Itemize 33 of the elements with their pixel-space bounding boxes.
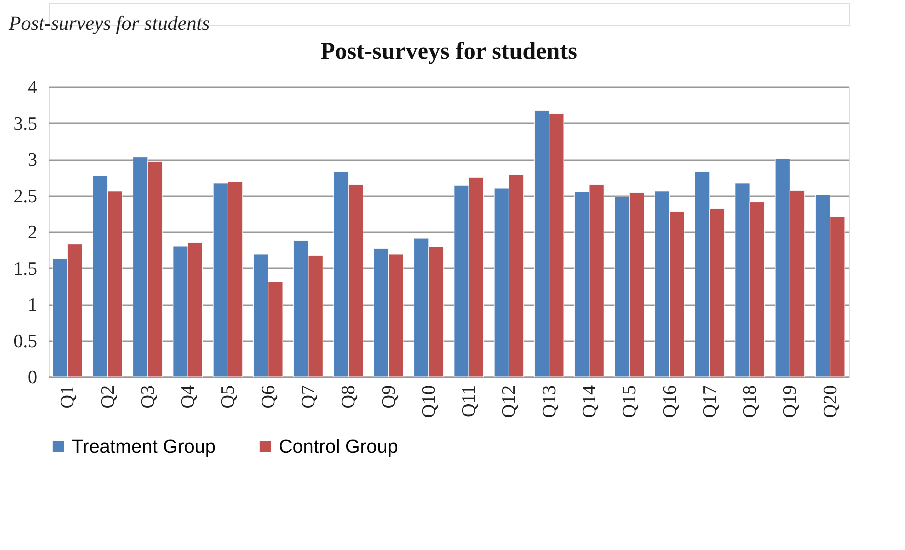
y-tick-label: 3 bbox=[28, 150, 38, 171]
x-tick-label: Q5 bbox=[218, 386, 240, 409]
x-tick-label: Q15 bbox=[620, 386, 641, 418]
x-tick-label: Q16 bbox=[660, 386, 681, 418]
x-tick-label: Q17 bbox=[700, 386, 721, 418]
x-tick-label: Q10 bbox=[418, 386, 440, 418]
x-tick-label: Q14 bbox=[579, 385, 600, 418]
x-tick-label: Q8 bbox=[338, 386, 360, 409]
x-tick-label: Q3 bbox=[138, 386, 159, 409]
x-tick-label: Q11 bbox=[459, 386, 480, 418]
x-tick-label: Q12 bbox=[499, 386, 520, 418]
y-tick-label: 0.5 bbox=[14, 331, 38, 352]
x-tick-label: Q20 bbox=[820, 386, 842, 418]
y-tick-label: 1 bbox=[28, 295, 38, 316]
chart-title: Post-surveys for students bbox=[320, 39, 578, 65]
y-tick-label: 2.5 bbox=[14, 186, 38, 208]
y-tick-label: 2 bbox=[28, 222, 38, 244]
x-tick-label: Q19 bbox=[780, 386, 802, 418]
legend-label: Control Group bbox=[279, 436, 398, 458]
x-tick-label: Q2 bbox=[98, 386, 119, 409]
text: Post-surveys for students bbox=[8, 13, 210, 35]
y-tick-label: 0 bbox=[28, 368, 38, 388]
y-tick-label: 3.5 bbox=[14, 114, 38, 135]
x-tick-label: Q1 bbox=[58, 386, 79, 409]
x-tick-label: Q6 bbox=[258, 386, 280, 409]
y-tick-label: 1.5 bbox=[14, 258, 38, 280]
x-tick-label: Q9 bbox=[378, 386, 400, 409]
x-tick-label: Q13 bbox=[539, 386, 560, 418]
x-tick-label: Q4 bbox=[178, 385, 200, 409]
x-tick-label: Q18 bbox=[740, 386, 762, 418]
x-tick-label: Q7 bbox=[298, 386, 320, 409]
y-tick-label: 4 bbox=[28, 78, 38, 98]
legend-label: Treatment Group bbox=[72, 436, 216, 458]
